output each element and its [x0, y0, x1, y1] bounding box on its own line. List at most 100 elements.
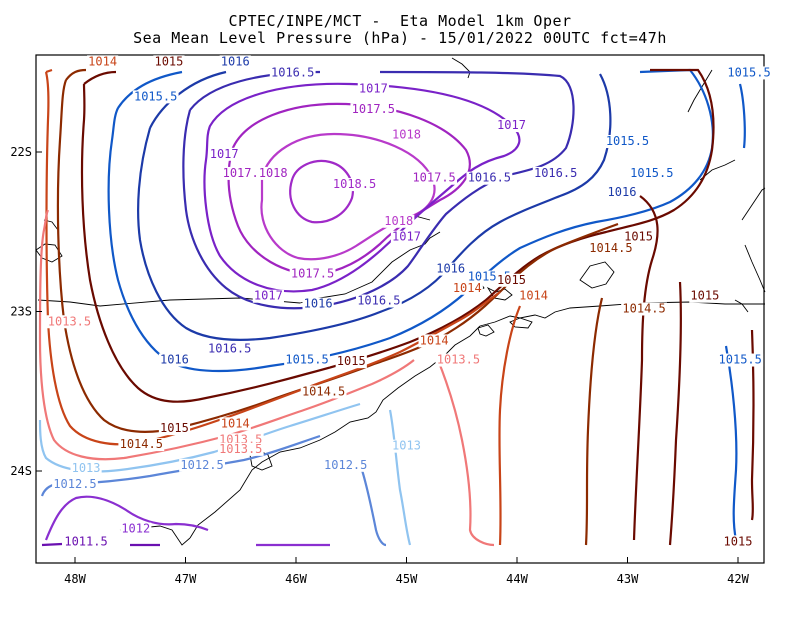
- contour-label: 1018: [384, 214, 413, 228]
- contour-label: 1013: [72, 461, 101, 475]
- isobar-1011-5: [41, 542, 160, 547]
- contour-label: 1016.5: [271, 65, 314, 79]
- contour-label-background: [206, 342, 253, 356]
- contour-label-background: [219, 417, 251, 431]
- contour-label-background: [300, 385, 347, 399]
- contour-label-background: [390, 439, 423, 453]
- contour-label: 1013: [392, 439, 421, 453]
- contour-label: 1015.5: [285, 353, 328, 367]
- contour-label-background: [517, 289, 550, 303]
- contour-label: 1012.5: [53, 477, 96, 491]
- contour-label-background: [120, 522, 152, 536]
- isobar-1015: [80, 68, 715, 403]
- contour-label-background: [606, 186, 638, 200]
- contour-label-background: [689, 289, 721, 303]
- contour-label: 1017: [359, 81, 388, 95]
- contour-label: 1014.5: [622, 302, 665, 316]
- contour-label: 1018.5: [333, 177, 376, 191]
- y-tick-label: 24S: [10, 464, 32, 478]
- isobar-1012-5: [40, 434, 387, 547]
- contour-label-background: [132, 90, 179, 104]
- contour-label: 1015.5: [630, 166, 673, 180]
- contour-label: 1016: [608, 185, 637, 199]
- contour-label-background: [208, 147, 240, 161]
- y-tick-label: 23S: [10, 305, 32, 319]
- contour-label: 1015: [497, 273, 526, 287]
- x-tick-label: 47W: [175, 572, 197, 586]
- contour-label-background: [435, 262, 467, 276]
- isobar-1018-5: [289, 159, 354, 224]
- contour-label: 1015: [624, 230, 653, 244]
- contour-label-background: [466, 171, 513, 185]
- contour-label-background: [284, 353, 330, 367]
- contour-label: 1016.5: [534, 166, 577, 180]
- contour-label-background: [588, 241, 634, 255]
- x-tick-label: 46W: [285, 572, 307, 586]
- contour-label: 1013.5: [219, 442, 262, 456]
- x-tick-label: 43W: [617, 572, 639, 586]
- x-tick-label: 44W: [506, 572, 528, 586]
- contour-label: 1013.5: [219, 432, 262, 446]
- contour-label-background: [335, 355, 367, 369]
- contour-label: 1014: [453, 281, 482, 295]
- contour-label: 1013.5: [48, 314, 91, 328]
- contour-label-background: [726, 66, 772, 80]
- contour-label-background: [451, 281, 483, 295]
- contour-label-background: [383, 214, 415, 228]
- contour-label: 1017.5: [291, 266, 334, 280]
- isobar-1012: [44, 495, 330, 547]
- isobar-1014-5: [56, 68, 619, 546]
- contour-label-background: [219, 55, 251, 69]
- contour-label-background: [621, 302, 667, 316]
- contour-label: 1012.5: [180, 458, 223, 472]
- isobar-1015-5: [107, 68, 714, 373]
- contour-label-background: [622, 230, 655, 244]
- contour-label: 1015.5: [727, 65, 770, 79]
- contour-label: 1017: [254, 289, 283, 303]
- contour-label-background: [411, 171, 458, 185]
- contour-label: 1016: [436, 262, 465, 276]
- isobar-1015-5-east: [724, 83, 746, 541]
- contour-label-background: [322, 458, 369, 472]
- contour-label-background: [717, 353, 764, 367]
- contour-label: 1017.1018: [223, 166, 288, 180]
- contour-label-background: [70, 462, 102, 475]
- contour-label-background: [628, 166, 675, 180]
- y-tick-label: 22S: [10, 145, 32, 159]
- contour-label-background: [217, 442, 264, 456]
- contour-label: 1014.5: [120, 437, 163, 451]
- contour-label: 1014: [519, 289, 548, 303]
- contour-label-background: [495, 119, 528, 133]
- contour-label-background: [87, 55, 119, 69]
- contour-label-background: [331, 178, 378, 192]
- contour-label: 1016.5: [208, 341, 251, 355]
- contour-label: 1014.5: [302, 384, 345, 398]
- contour-label-background: [390, 230, 423, 244]
- contour-label-background: [532, 166, 579, 180]
- contour-label-background: [46, 315, 93, 329]
- contour-label: 1018: [392, 128, 421, 142]
- contour-label-background: [355, 294, 402, 308]
- contour-label-background: [221, 166, 289, 180]
- contour-label-background: [357, 82, 389, 96]
- contour-label-background: [289, 267, 336, 281]
- contour-label: 1016: [160, 353, 189, 367]
- x-tick-label: 48W: [64, 572, 86, 586]
- contour-label: 1015: [160, 421, 189, 435]
- contour-label: 1017: [392, 230, 421, 244]
- contour-label: 1015.5: [606, 134, 649, 148]
- contour-label: 1017.5: [412, 171, 455, 185]
- contour-label-background: [158, 353, 191, 367]
- contour-label: 1016: [304, 297, 333, 311]
- contour-label-background: [158, 422, 191, 436]
- contour-label-background: [418, 334, 450, 348]
- contour-label-background: [153, 55, 185, 69]
- contour-label-background: [604, 135, 651, 149]
- contour-label-background: [269, 66, 316, 80]
- chart-title-line-1: CPTEC/INPE/MCT - Eta Model 1km Oper: [228, 12, 572, 30]
- contour-label-background: [118, 438, 165, 452]
- isobar-1013: [38, 402, 412, 546]
- contour-label-background: [302, 297, 334, 311]
- contour-label-background: [179, 458, 225, 472]
- contour-label: 1015.5: [719, 353, 762, 367]
